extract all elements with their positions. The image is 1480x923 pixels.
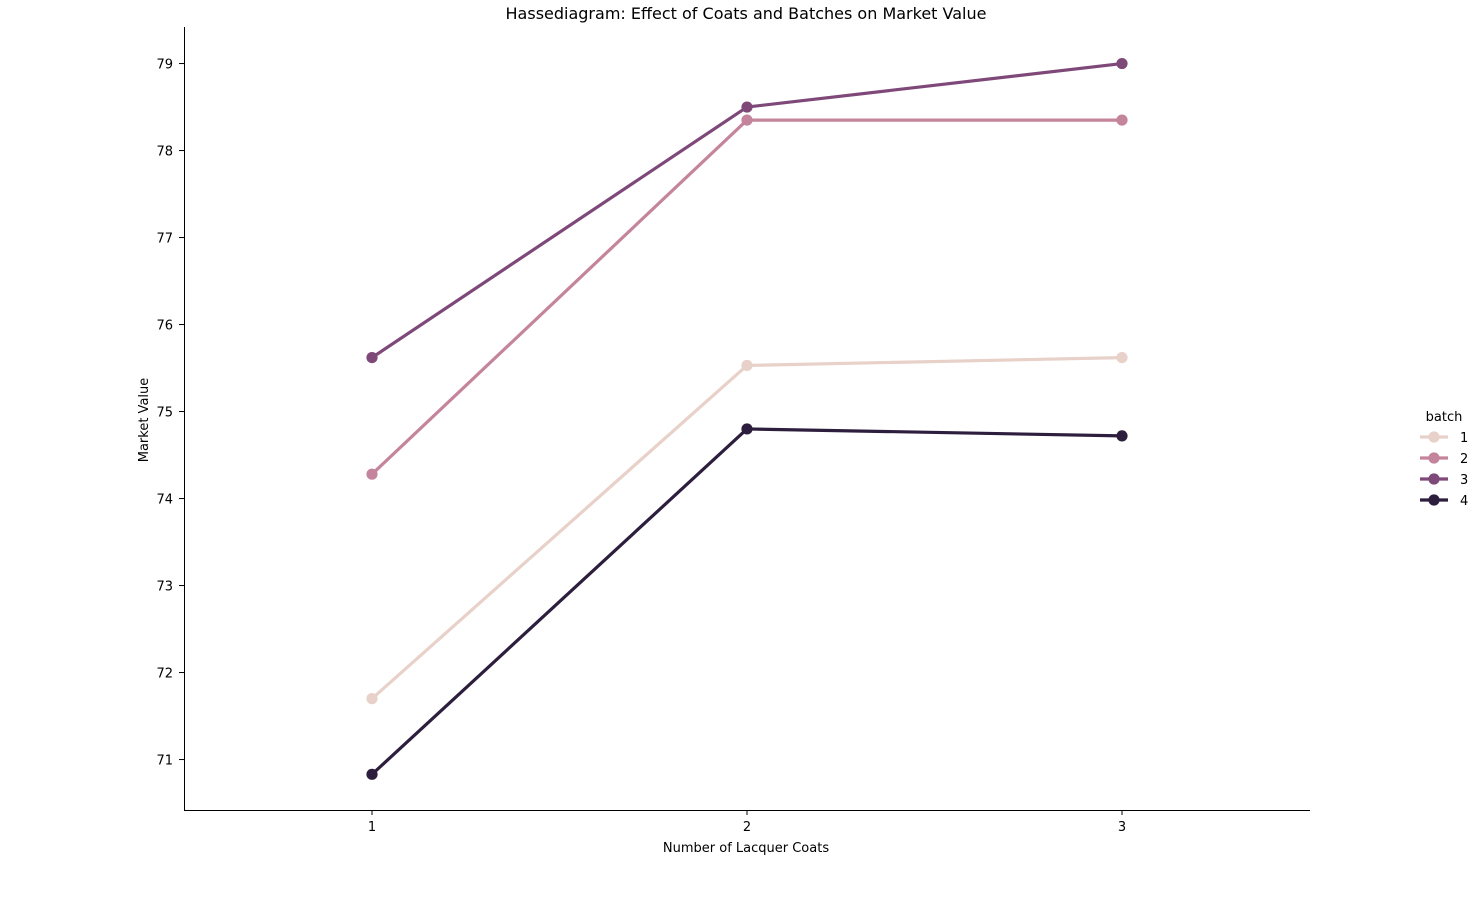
x-tick-label: 2 <box>743 820 751 835</box>
x-tick-label: 3 <box>1118 820 1126 835</box>
data-point <box>1116 114 1128 126</box>
y-axis-label: Market Value <box>137 378 152 463</box>
series-line <box>370 356 1124 701</box>
legend-label: 2 <box>1460 452 1468 467</box>
y-tick-label: 74 <box>156 493 173 508</box>
data-point <box>366 693 378 705</box>
y-ticks: 71 72 73 74 75 76 77 78 79 <box>156 58 184 769</box>
y-tick-label: 75 <box>156 406 173 421</box>
legend-item-4: 4 <box>1420 494 1468 509</box>
legend-marker <box>1428 431 1440 443</box>
x-axis-label: Number of Lacquer Coats <box>663 841 829 856</box>
x-tick-label: 1 <box>368 820 376 835</box>
legend-marker <box>1428 473 1440 485</box>
legend-item-2: 2 <box>1420 452 1468 467</box>
series-line <box>370 427 1124 776</box>
chart-title: Hassediagram: Effect of Coats and Batche… <box>506 4 987 23</box>
series-layer <box>366 57 1128 780</box>
data-point <box>1116 430 1128 442</box>
series-batch-2 <box>366 114 1128 480</box>
legend-items: 1 2 3 4 <box>1420 431 1468 509</box>
data-point <box>1116 352 1128 364</box>
data-point <box>366 468 378 480</box>
data-point <box>741 114 753 126</box>
y-tick-label: 79 <box>156 58 173 73</box>
data-point <box>741 423 753 435</box>
y-tick-label: 76 <box>156 319 173 334</box>
series-batch-4 <box>366 423 1128 780</box>
legend-item-3: 3 <box>1420 473 1468 488</box>
y-tick-label: 78 <box>156 145 173 160</box>
legend-label: 3 <box>1460 473 1468 488</box>
y-tick-label: 73 <box>156 580 173 595</box>
legend-label: 1 <box>1460 431 1468 446</box>
series-line <box>370 118 1124 476</box>
data-point <box>741 359 753 372</box>
legend-marker <box>1428 494 1440 506</box>
legend-label: 4 <box>1460 494 1468 509</box>
series-batch-1 <box>366 352 1128 705</box>
data-point <box>1116 57 1128 70</box>
x-ticks: 1 2 3 <box>368 810 1126 835</box>
legend-title: batch <box>1426 410 1463 425</box>
series-batch-3 <box>366 57 1128 364</box>
legend-item-1: 1 <box>1420 431 1468 446</box>
data-point <box>366 352 378 364</box>
legend-marker <box>1428 452 1440 464</box>
axes <box>184 27 1310 811</box>
legend: batch 1 2 3 4 <box>1420 410 1468 509</box>
data-point <box>741 101 753 113</box>
y-tick-label: 72 <box>156 667 173 682</box>
y-tick-label: 77 <box>156 232 173 247</box>
y-tick-label: 71 <box>156 754 173 769</box>
data-point <box>366 768 378 780</box>
